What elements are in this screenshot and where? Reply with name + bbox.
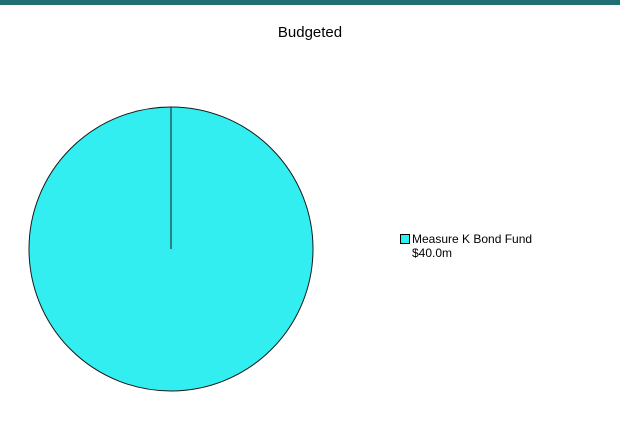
legend-entry: Measure K Bond Fund xyxy=(400,232,532,246)
legend-swatch xyxy=(400,234,410,244)
legend: Measure K Bond Fund $40.0m xyxy=(400,232,532,260)
legend-value-label: $40.0m xyxy=(412,246,453,260)
pie-slices xyxy=(28,106,314,392)
chart-title: Budgeted xyxy=(277,24,343,41)
top-accent-bar xyxy=(0,0,620,5)
legend-label: Measure K Bond Fund xyxy=(412,232,533,246)
